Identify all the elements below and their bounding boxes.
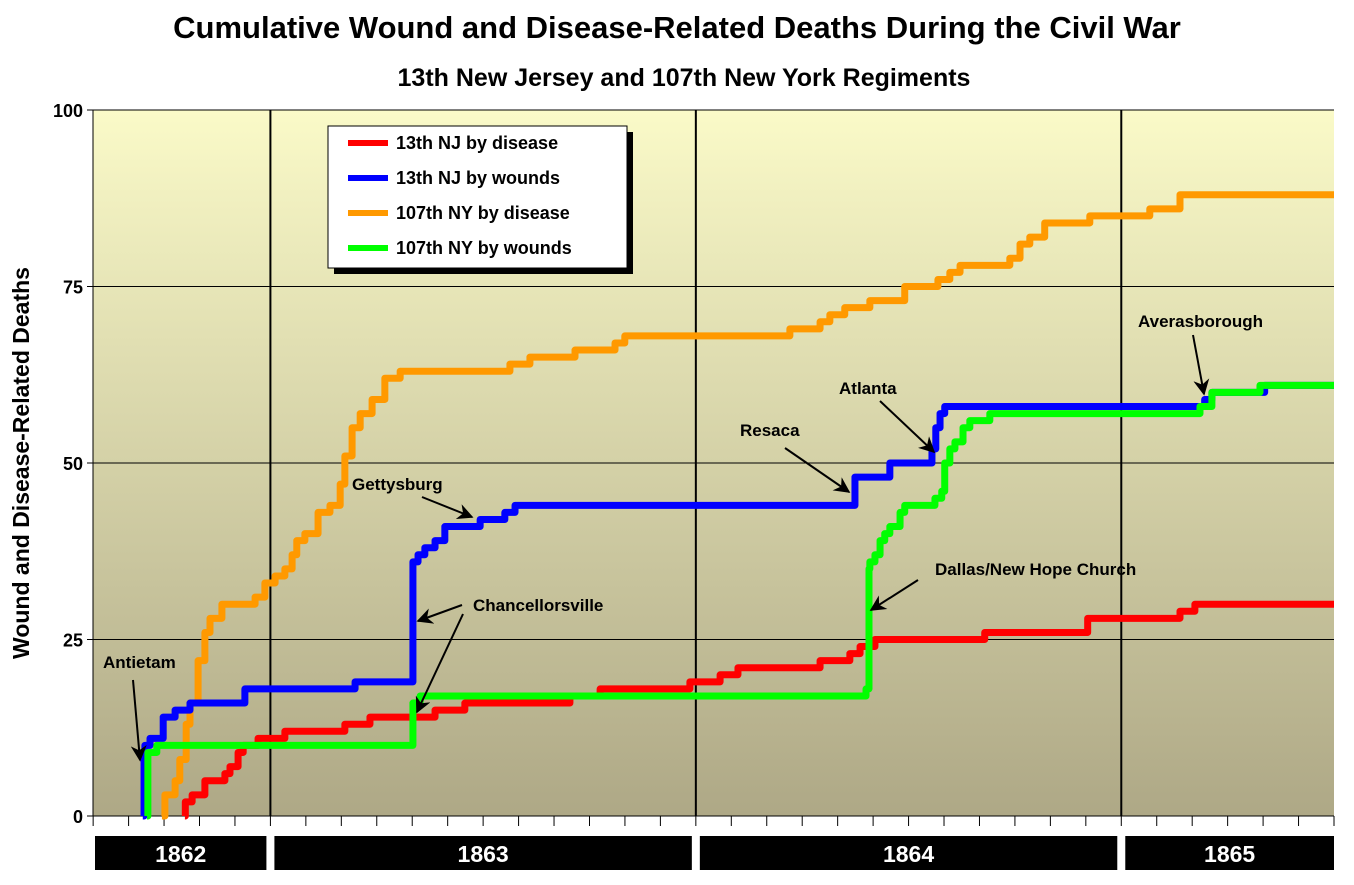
chart-subtitle: 13th New Jersey and 107th New York Regim…	[398, 64, 971, 92]
legend-item: 107th NY by wounds	[348, 238, 572, 258]
year-bars: 1862 1863 1864 1865	[95, 836, 1334, 870]
annotation-atlanta: Atlanta	[839, 379, 936, 454]
legend-item: 13th NJ by wounds	[348, 168, 560, 188]
year-bar-1863	[274, 836, 692, 870]
y-tick-label: 25	[63, 631, 83, 651]
legend-item: 13th NJ by disease	[348, 133, 558, 153]
year-label-1862: 1862	[155, 841, 206, 867]
legend-item: 107th NY by disease	[348, 203, 570, 223]
annotation-label: Chancellorsville	[473, 596, 603, 615]
year-label-1864: 1864	[883, 841, 934, 867]
y-tick-label: 75	[63, 278, 83, 298]
annotation-label: Averasborough	[1138, 312, 1263, 331]
series-line-13th-nj-by-wounds	[140, 381, 1334, 820]
chart-title: Cumulative Wound and Disease-Related Dea…	[173, 10, 1181, 45]
legend-label: 107th NY by wounds	[396, 238, 572, 258]
legend: 13th NJ by disease 13th NJ by wounds 107th…	[327, 125, 633, 274]
annotation-chancellorsville: Chancellorsville	[415, 596, 603, 714]
series-line-13th-nj-by-disease	[181, 600, 1334, 820]
series-line-107th-ny-by-wounds	[144, 381, 1334, 820]
annotation-antietam: Antietam	[103, 653, 176, 762]
y-tick-label: 0	[73, 807, 83, 827]
gridlines	[92, 109, 1334, 817]
annotation-arrow	[415, 613, 464, 714]
annotation-arrow	[784, 447, 851, 493]
annotation-resaca: Resaca	[740, 421, 851, 493]
y-tick-label: 100	[53, 101, 83, 121]
legend-label: 13th NJ by disease	[396, 133, 558, 153]
legend-label: 13th NJ by wounds	[396, 168, 560, 188]
y-tick-label: 50	[63, 454, 83, 474]
y-axis-ticks: 0 25 50 75 100	[53, 101, 93, 827]
year-bar-1864	[699, 836, 1118, 870]
year-label-1863: 1863	[458, 841, 509, 867]
annotation-arrow	[416, 604, 463, 624]
y-axis-label: Wound and Disease-Related Deaths	[8, 267, 34, 659]
legend-label: 107th NY by disease	[396, 203, 570, 223]
annotation-label: Atlanta	[839, 379, 897, 398]
year-bar-1862	[95, 836, 267, 870]
annotation-arrow	[130, 679, 147, 762]
annotation-label: Gettysburg	[352, 475, 443, 494]
annotation-label: Dallas/New Hope Church	[935, 560, 1136, 579]
annotation-label: Antietam	[103, 653, 176, 672]
x-axis-ticks	[92, 816, 1335, 826]
annotation-arrow	[1192, 334, 1210, 396]
year-label-1865: 1865	[1204, 841, 1255, 867]
annotation-dallas-new-hope-church: Dallas/New Hope Church	[869, 560, 1136, 611]
annotations: Antietam Gettysburg Chancellorsville Res…	[103, 312, 1263, 762]
annotation-arrow	[421, 496, 474, 520]
annotation-gettysburg: Gettysburg	[352, 475, 474, 520]
series-lines	[140, 191, 1334, 820]
annotation-label: Resaca	[740, 421, 800, 440]
annotation-averasborough: Averasborough	[1138, 312, 1263, 396]
year-bar-1865	[1125, 836, 1334, 870]
annotation-arrow	[869, 579, 919, 611]
series-line-107th-ny-by-disease	[161, 191, 1334, 820]
annotation-arrow	[879, 400, 936, 454]
